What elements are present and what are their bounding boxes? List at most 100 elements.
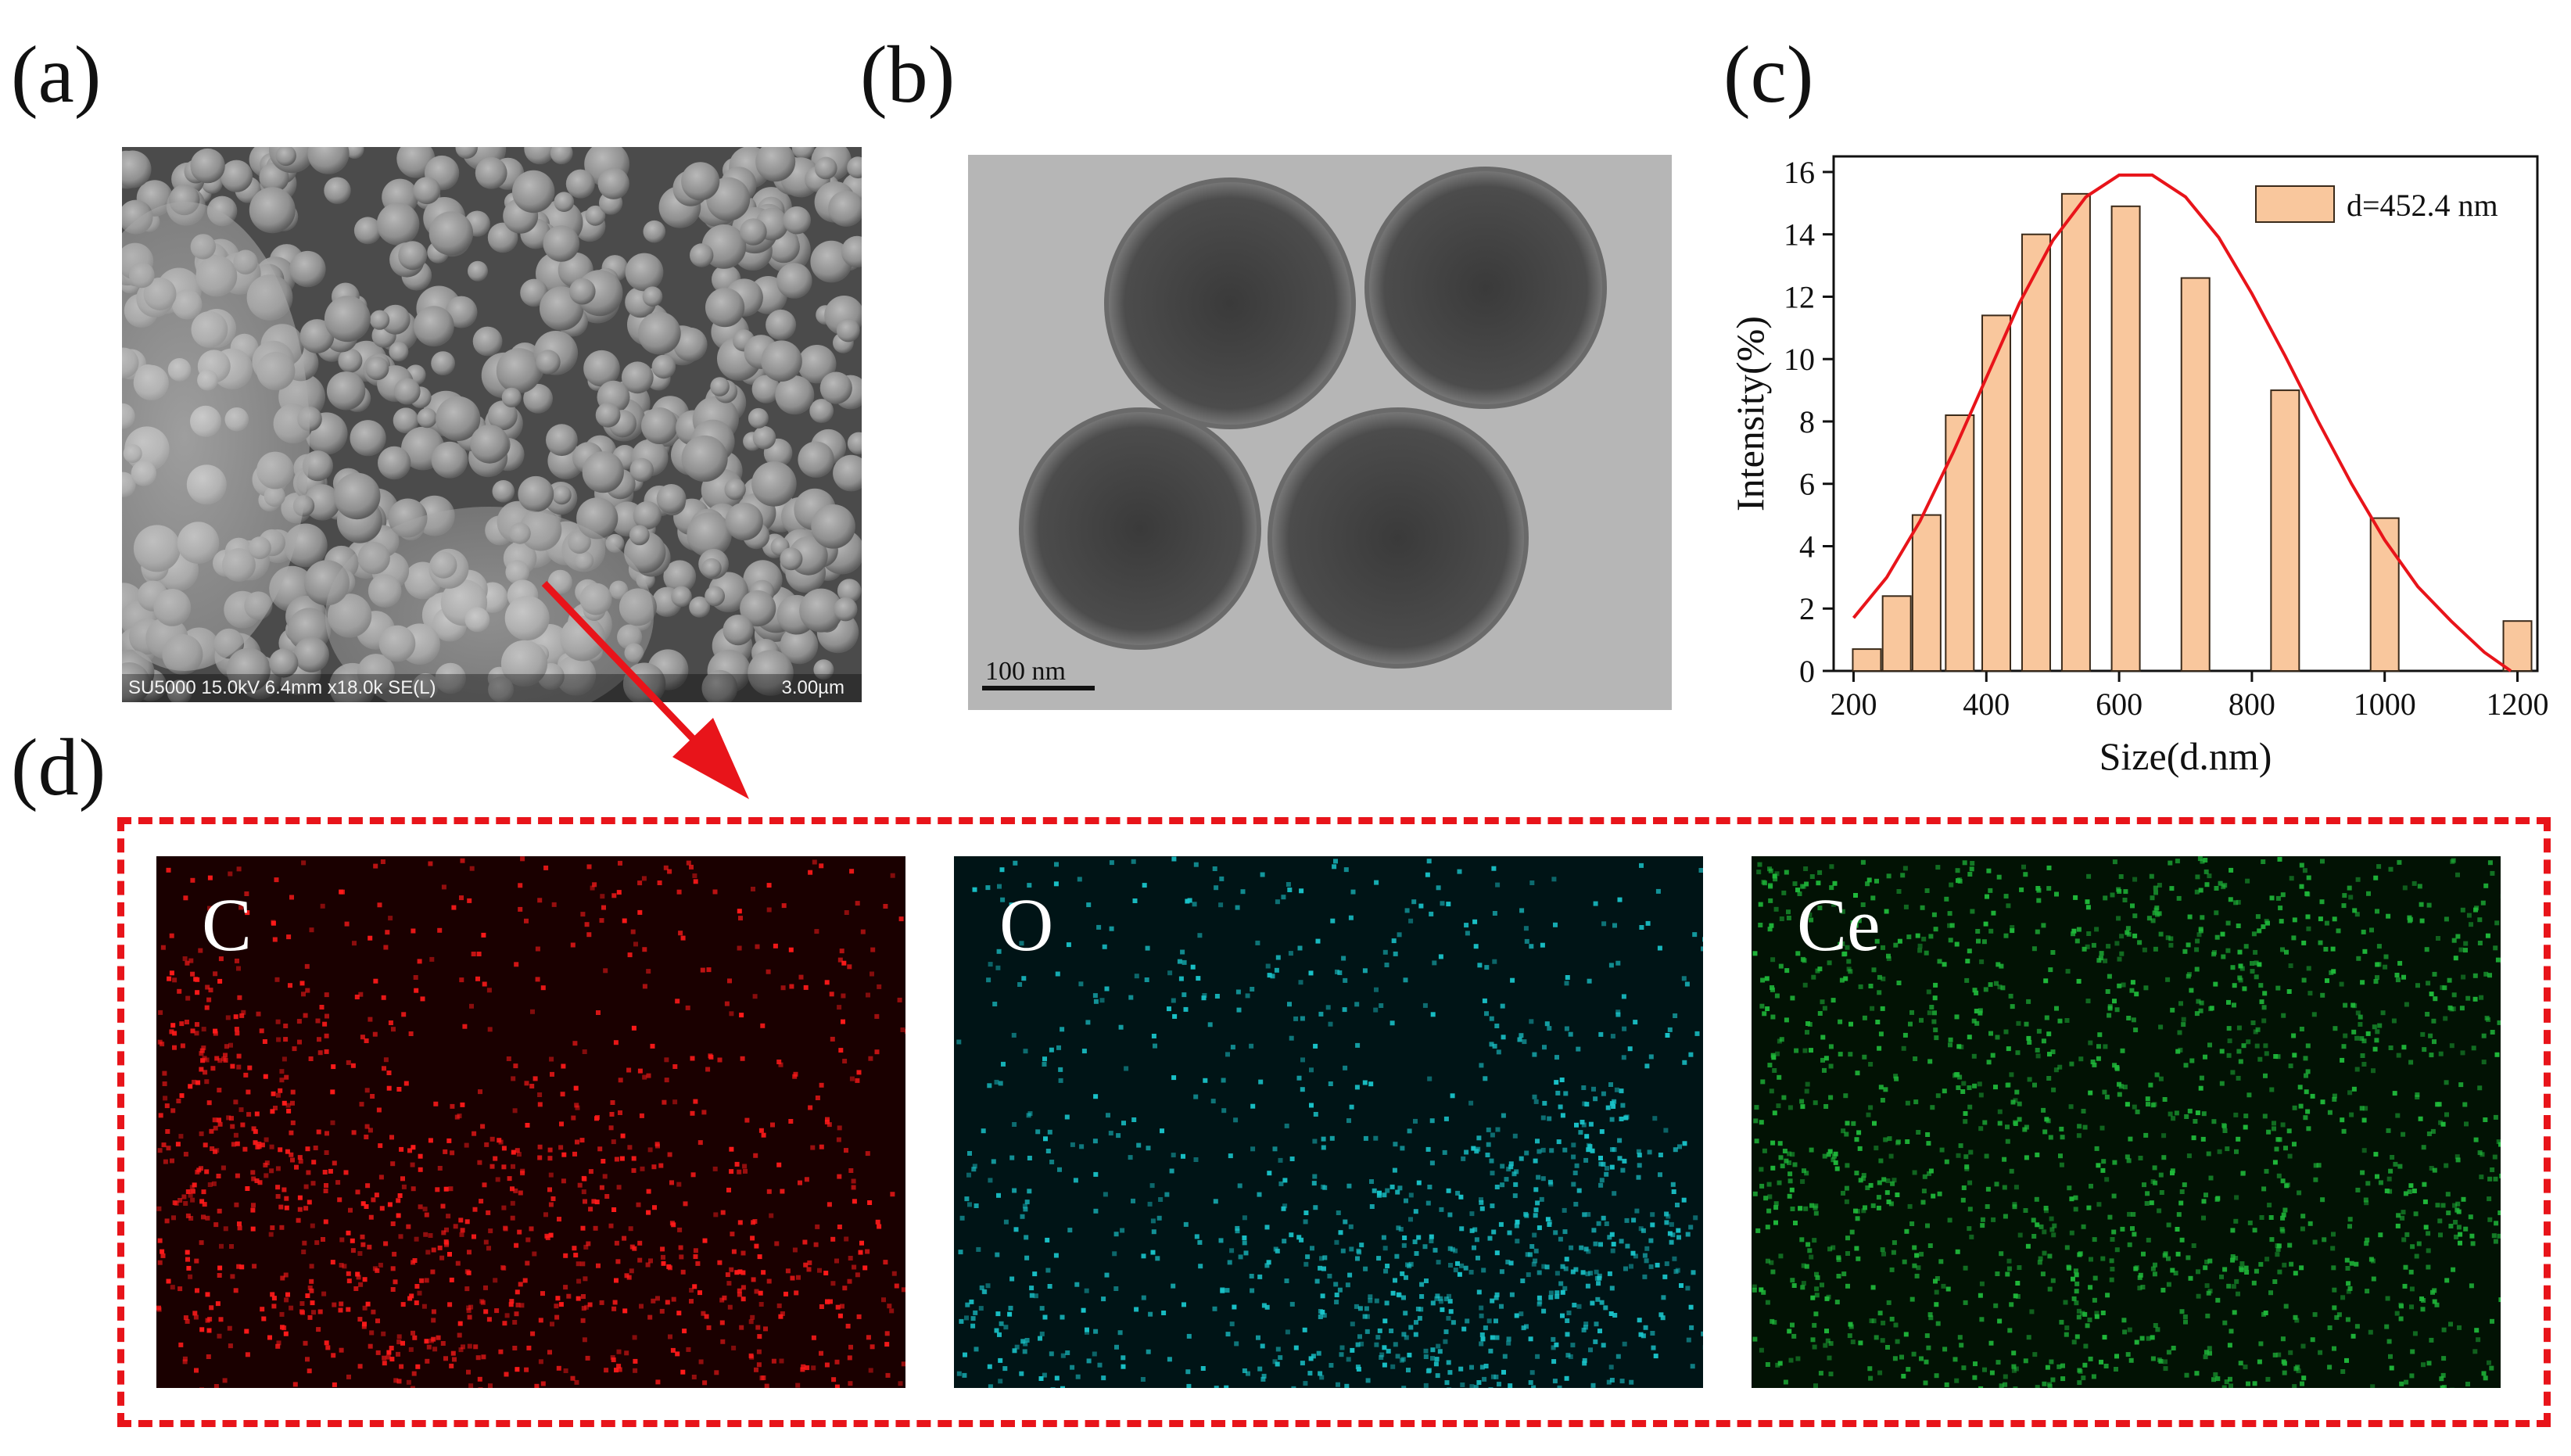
map-speckle (2498, 1297, 2501, 1303)
map-speckle (1886, 873, 1891, 879)
map-speckle (1822, 1006, 1827, 1011)
map-speckle (1058, 1067, 1063, 1072)
map-speckle (2076, 1314, 2082, 1320)
map-speckle (290, 1089, 296, 1095)
map-speckle (1562, 1286, 1568, 1291)
map-speckle (1506, 1336, 1511, 1342)
map-speckle (1644, 1258, 1649, 1264)
map-speckle (987, 1364, 992, 1369)
map-speckle (2126, 1016, 2132, 1020)
map-speckle (1533, 1187, 1539, 1192)
map-speckle (2454, 1154, 2460, 1160)
map-speckle (1765, 1362, 1770, 1367)
map-speckle (1845, 945, 1850, 950)
map-speckle (278, 1088, 283, 1093)
map-speckle (2463, 1226, 2469, 1232)
map-speckle (2187, 972, 2192, 977)
map-speckle (1559, 1078, 1565, 1082)
map-speckle (297, 1039, 302, 1045)
map-speckle (1343, 977, 1348, 983)
map-speckle (310, 1300, 315, 1306)
map-speckle (2150, 1266, 2156, 1271)
map-speckle (2166, 1350, 2171, 1355)
map-speckle (1537, 1300, 1543, 1305)
map-speckle (2060, 1376, 2066, 1382)
map-speckle (2007, 1328, 2013, 1333)
map-speckle (1856, 1256, 1861, 1261)
map-speckle (1045, 1268, 1051, 1273)
map-speckle (1187, 898, 1192, 903)
map-ce-texture (1752, 856, 2501, 1388)
map-speckle (2175, 1227, 2180, 1232)
map-speckle (1464, 1149, 1469, 1155)
map-speckle (814, 929, 819, 934)
map-speckle (1514, 1169, 1519, 1174)
map-speckle (838, 1048, 844, 1053)
map-speckle (1313, 1043, 1318, 1049)
map-speckle (2085, 905, 2091, 910)
map-speckle (1032, 1271, 1038, 1277)
map-speckle (2399, 1381, 2404, 1386)
map-speckle (1795, 951, 1801, 956)
map-speckle (368, 1343, 373, 1349)
map-speckle (2194, 966, 2200, 972)
map-speckle (1578, 1130, 1583, 1135)
map-speckle (1147, 1201, 1153, 1207)
map-speckle (1537, 1225, 1542, 1231)
map-speckle (362, 1322, 367, 1327)
map-speckle (1315, 938, 1321, 944)
map-speckle (342, 1264, 347, 1269)
map-speckle (1425, 1200, 1431, 1206)
map-speckle (1321, 1266, 1326, 1271)
map-speckle (2126, 1158, 2132, 1164)
map-speckle (2374, 1038, 2379, 1043)
map-speckle (217, 1117, 221, 1123)
map-speckle (2071, 1276, 2075, 1282)
map-speckle (2264, 1257, 2270, 1262)
map-speckle (2010, 925, 2015, 931)
map-speckle (2306, 966, 2311, 971)
map-speckle (734, 1161, 740, 1167)
map-speckle (1901, 1045, 1906, 1051)
map-speckle (1650, 1331, 1655, 1336)
map-speckle (1374, 880, 1379, 885)
map-speckle (1554, 1080, 1559, 1085)
map-speckle (2280, 1228, 2286, 1234)
map-speckle (851, 1178, 856, 1184)
map-speckle (2142, 1182, 2146, 1188)
map-speckle (1829, 885, 1834, 891)
map-speckle (238, 905, 244, 910)
map-speckle (425, 1250, 431, 1255)
map-speckle (2023, 872, 2028, 877)
map-speckle (2036, 888, 2042, 893)
map-speckle (1763, 1196, 1769, 1201)
map-speckle (874, 1013, 880, 1019)
map-speckle (1954, 1014, 1960, 1020)
map-speckle (1447, 1246, 1453, 1251)
map-speckle (2449, 1006, 2454, 1012)
map-speckle (1978, 1293, 1983, 1298)
map-speckle (2334, 1314, 2340, 1320)
map-speckle (511, 1149, 516, 1155)
map-speckle (1386, 1348, 1391, 1354)
map-speckle (524, 918, 529, 923)
map-speckle (1382, 1192, 1387, 1198)
map-speckle (1214, 885, 1219, 891)
map-speckle (1582, 1101, 1587, 1106)
map-speckle (204, 1169, 210, 1174)
map-speckle (305, 1146, 310, 1152)
map-speckle (431, 1247, 436, 1253)
map-speckle (324, 1049, 329, 1054)
map-speckle (1427, 1076, 1433, 1081)
map-speckle (2221, 1124, 2227, 1129)
map-speckle (468, 1304, 474, 1310)
map-speckle (1548, 1295, 1554, 1300)
map-speckle (740, 1250, 746, 1256)
map-speckle (1855, 1070, 1860, 1076)
map-speckle (729, 1169, 734, 1174)
map-speckle (2011, 1350, 2017, 1356)
map-speckle (1804, 1088, 1809, 1094)
map-speckle (1540, 942, 1545, 948)
map-speckle (1926, 989, 1931, 995)
map-speckle (1300, 1016, 1305, 1021)
